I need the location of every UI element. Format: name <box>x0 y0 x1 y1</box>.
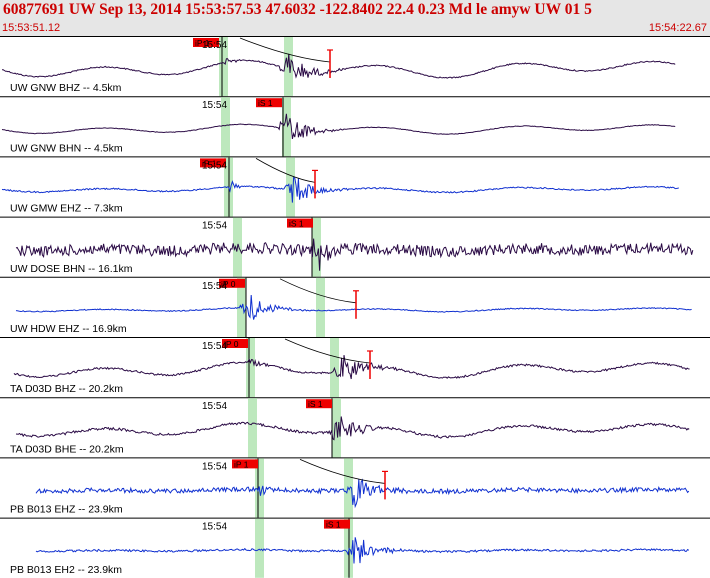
station-label: PB B013 EH2 -- 23.9km <box>10 564 122 576</box>
travel-time-curve <box>279 278 357 304</box>
phase-pick-label: iS 1 <box>324 519 350 530</box>
trace-row: iS 1 15:54 UW GNW BHN -- 4.5km <box>0 96 710 157</box>
time-tick-label: 15:54 <box>202 461 227 472</box>
p-window-band <box>284 37 293 97</box>
waveform <box>13 355 690 380</box>
pick-label-text: iP 1 <box>202 158 217 168</box>
trace-row: iS 1 15:54 PB B013 EH2 -- 23.9km <box>0 517 710 578</box>
station-label: PB B013 EHZ -- 23.9km <box>10 504 123 516</box>
event-title: 60877691 UW Sep 13, 2014 15:53:57.53 47.… <box>3 1 592 18</box>
pick-label-text: iS 1 <box>289 219 304 229</box>
waveform <box>2 53 676 79</box>
waveform <box>15 238 694 271</box>
trace-row: iP 015:54 UW HDW EHZ -- 16.9km <box>0 276 710 337</box>
trace-row: iS 1 15:54 UW DOSE BHN -- 16.1km <box>0 216 710 277</box>
phase-pick-label: iS 1 <box>256 98 282 108</box>
time-tick-label: 15:54 <box>202 100 227 111</box>
phase-pick-label: iP 0 <box>219 278 245 289</box>
pick-label-text: iP 1 <box>195 38 210 48</box>
waveform <box>35 537 690 564</box>
travel-time-curve <box>239 37 331 63</box>
phase-pick-label: iP 1 <box>200 158 226 168</box>
travel-time-curve <box>255 158 316 183</box>
pick-label-text: iP 0 <box>224 339 239 349</box>
phase-pick-label: iS 1 <box>306 399 332 409</box>
phase-pick-label: iP 0 <box>222 339 248 349</box>
time-tick-label: 15:54 <box>202 160 227 171</box>
travel-time-curve <box>299 459 386 484</box>
pick-label-text: iS 1 <box>258 98 273 108</box>
p-window-band <box>246 338 255 398</box>
p-window-band <box>221 97 230 157</box>
station-label: UW GNW BHN -- 4.5km <box>10 142 123 154</box>
pick-label-box <box>200 158 226 168</box>
time-tick-label: 15:54 <box>202 221 227 232</box>
pick-label-text: iP 0 <box>221 279 236 289</box>
trace-row: iP 015:54 TA D03D BHZ -- 20.2km <box>0 337 710 398</box>
waveform <box>35 478 690 509</box>
phase-pick-label: iS 1 <box>287 218 313 229</box>
time-tick-label: 15:54 <box>202 281 227 292</box>
pick-label-box <box>193 38 219 47</box>
pick-label-box <box>256 98 282 108</box>
pick-label-box <box>222 339 248 348</box>
p-window-band <box>316 277 325 337</box>
window-start-time: 15:53:51.12 <box>2 22 61 34</box>
station-label: TA D03D BHE -- 20.2km <box>10 443 124 455</box>
station-label: UW HDW EHZ -- 16.9km <box>10 323 127 335</box>
station-label: UW DOSE BHN -- 16.1km <box>10 263 133 275</box>
waveform <box>15 416 690 441</box>
time-tick-label: 15:54 <box>202 522 227 533</box>
pick-label-box <box>219 278 245 288</box>
time-tick-label: 15:54 <box>202 341 227 352</box>
phase-pick-label: iP 1 <box>193 38 219 48</box>
travel-time-curve <box>284 338 371 364</box>
trace-row: iP 115:54 UW GNW BHZ -- 4.5km <box>0 36 710 97</box>
trace-row: iP 1 15:54 PB B013 EHZ -- 23.9km <box>0 457 710 518</box>
trace-row: iS 1 15:54 TA D03D BHE -- 20.2km <box>0 397 710 458</box>
station-label: UW GMW EHZ -- 7.3km <box>10 203 123 215</box>
phase-pick-label: iP 1 <box>232 459 258 469</box>
station-label: UW GNW BHZ -- 4.5km <box>10 82 122 94</box>
waveform <box>1 176 679 203</box>
waveform <box>1 113 676 140</box>
p-window-band <box>248 398 257 458</box>
pick-label-box <box>324 519 350 529</box>
trace-row: iP 115:54 UW GMW EHZ -- 7.3km <box>0 156 710 217</box>
pick-label-text: iS 1 <box>326 520 341 530</box>
pick-label-text: iP 1 <box>234 459 249 469</box>
time-tick-label: 15:54 <box>202 40 227 51</box>
pick-label-box <box>287 218 313 228</box>
event-header: 60877691 UW Sep 13, 2014 15:53:57.53 47.… <box>0 0 710 36</box>
p-window-band <box>219 37 228 97</box>
pick-label-box <box>306 399 332 409</box>
window-end-time: 15:54:22.67 <box>648 22 707 34</box>
pick-label-box <box>232 459 258 469</box>
waveform <box>15 294 692 320</box>
p-window-band <box>255 518 264 578</box>
station-label: TA D03D BHZ -- 20.2km <box>10 383 123 395</box>
pick-label-text: iS 1 <box>308 399 323 409</box>
p-window-band <box>282 97 291 157</box>
p-window-band <box>312 217 321 277</box>
time-tick-label: 15:54 <box>202 401 227 412</box>
